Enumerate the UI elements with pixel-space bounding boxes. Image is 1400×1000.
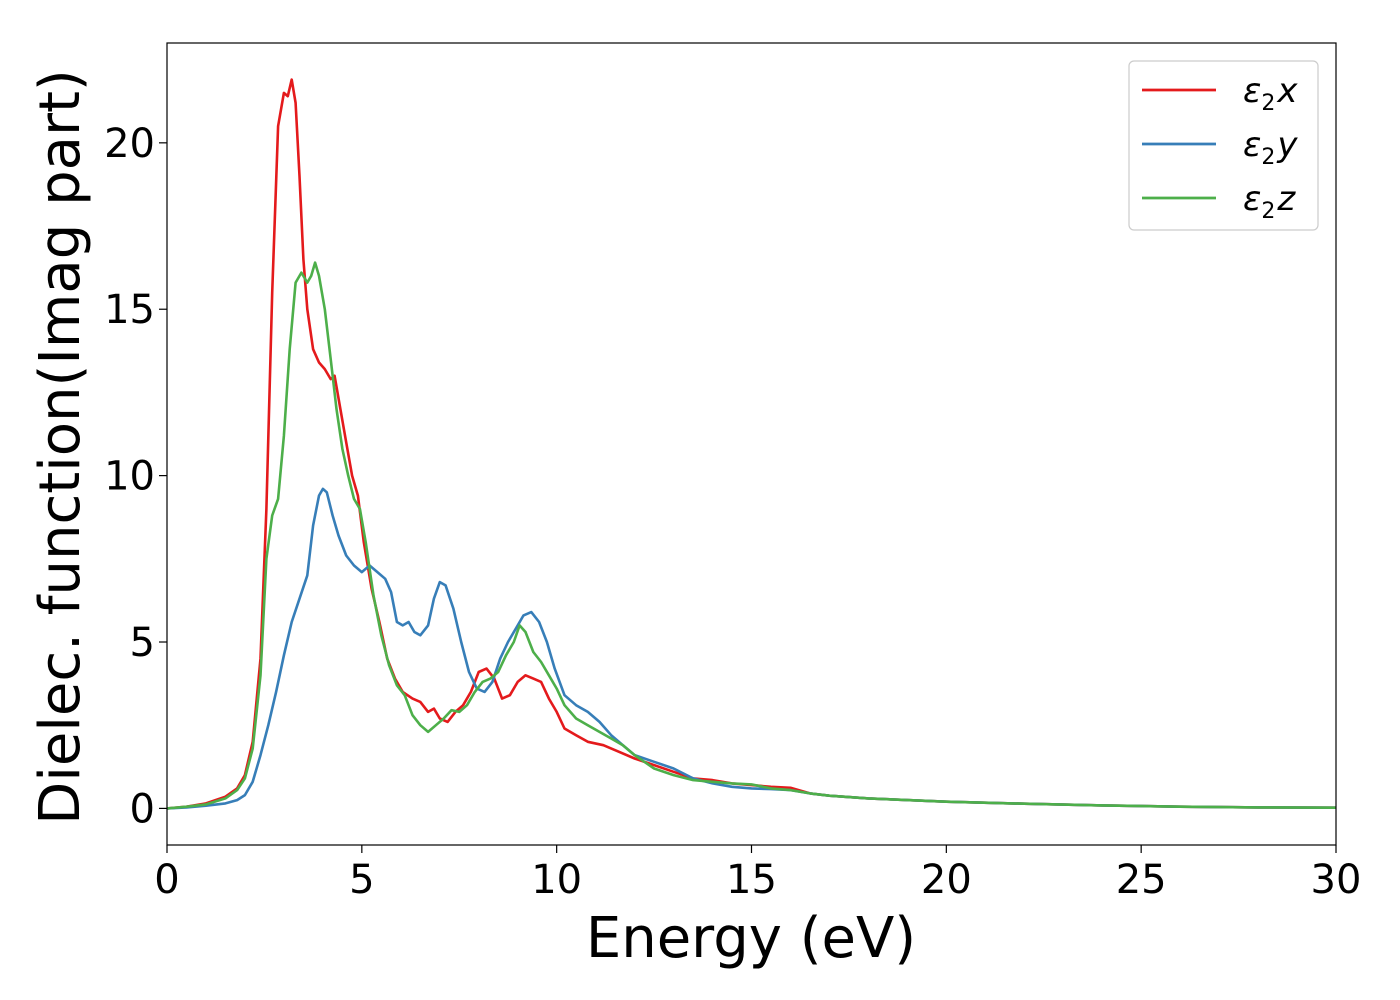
x-tick-label: 15: [726, 857, 777, 903]
legend-label: ε2y: [1243, 125, 1298, 170]
series-line-z: [167, 261, 1336, 810]
y-tick-label: 20: [104, 121, 155, 167]
y-axis: 0 5 10 15 20: [104, 121, 167, 832]
series-line-y: [167, 487, 1336, 810]
legend-label: ε2z: [1243, 179, 1296, 224]
legend-label: ε2x: [1243, 71, 1298, 116]
y-tick-label: 0: [130, 786, 155, 832]
legend-entry-y: ε2y: [1142, 125, 1298, 170]
y-axis-label: Dielec. function(Imag part): [28, 69, 93, 825]
legend-entry-z: ε2z: [1142, 179, 1296, 224]
x-tick-label: 0: [154, 857, 179, 903]
y-tick-label: 10: [104, 454, 155, 500]
x-axis-label: Energy (eV): [586, 906, 916, 971]
x-tick-label: 20: [921, 857, 972, 903]
x-tick-label: 25: [1116, 857, 1167, 903]
x-axis: 0 5 10 15 20 25 30: [154, 845, 1361, 903]
x-tick-label: 30: [1311, 857, 1362, 903]
x-tick-label: 5: [349, 857, 374, 903]
legend: ε2x ε2y ε2z: [1128, 60, 1319, 231]
legend-entry-x: ε2x: [1142, 71, 1298, 116]
y-tick-label: 5: [130, 620, 155, 666]
y-tick-label: 15: [104, 287, 155, 333]
x-tick-label: 10: [531, 857, 582, 903]
legend-box: [1128, 60, 1319, 231]
